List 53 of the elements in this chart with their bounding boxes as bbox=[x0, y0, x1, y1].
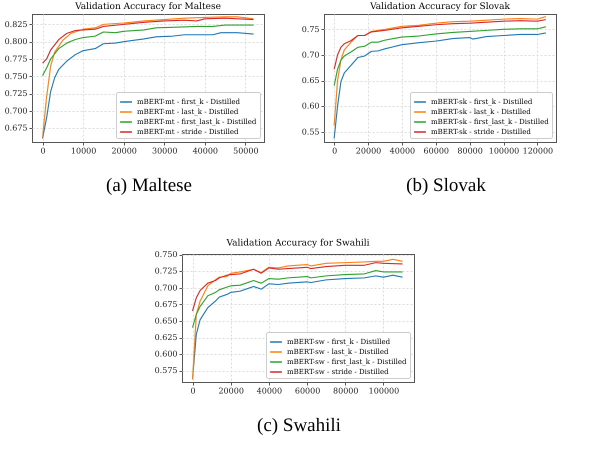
line-series bbox=[42, 24, 254, 76]
chart-title: Validation Accuracy for Maltese bbox=[74, 2, 221, 12]
x-tick-label: 100000 bbox=[488, 146, 520, 156]
x-tick-label: 10000 bbox=[70, 146, 96, 156]
y-tick-label: 0.600 bbox=[154, 350, 178, 359]
y-tick-label: 0.700 bbox=[154, 283, 178, 292]
x-tick-label: 40000 bbox=[192, 146, 218, 156]
y-tick-label: 0.70 bbox=[302, 50, 320, 60]
x-tick-label: 20000 bbox=[356, 146, 382, 156]
text: (b) Slovak bbox=[405, 175, 487, 197]
x-tick-label: 40000 bbox=[390, 146, 416, 156]
x-tick-label: 120000 bbox=[522, 146, 554, 156]
y-tick-label: 0.725 bbox=[4, 89, 28, 98]
y-tick-label: 0.750 bbox=[154, 250, 178, 260]
chart-title: Validation Accuracy for Slovak bbox=[369, 2, 510, 12]
y-tick-label: 0.725 bbox=[154, 266, 178, 276]
y-tick-label: 0.65 bbox=[302, 76, 320, 86]
y-tick-label: 0.700 bbox=[4, 106, 28, 116]
line-series bbox=[334, 32, 546, 139]
y-tick-label: 0.800 bbox=[4, 37, 28, 46]
x-tick-label: 60000 bbox=[424, 146, 449, 156]
x-tick-label: 20000 bbox=[111, 146, 137, 156]
line-series bbox=[334, 19, 546, 70]
y-tick-label: 0.825 bbox=[4, 20, 28, 29]
y-tick-label: 0.750 bbox=[4, 72, 28, 81]
x-tick-label: 80000 bbox=[333, 386, 358, 396]
text: (a) Maltese bbox=[105, 175, 193, 197]
x-tick-label: 0 bbox=[190, 386, 196, 396]
x-tick-label: 30000 bbox=[152, 146, 178, 156]
y-tick-label: 0.55 bbox=[302, 127, 320, 136]
x-tick-label: 0 bbox=[332, 146, 338, 156]
x-tick-label: 60000 bbox=[294, 386, 320, 396]
y-tick-label: 0.675 bbox=[4, 124, 28, 133]
y-tick-label: 0.675 bbox=[154, 300, 178, 309]
x-tick-label: 40000 bbox=[256, 386, 282, 396]
line-series bbox=[334, 16, 546, 126]
y-tick-label: 0.60 bbox=[302, 102, 320, 111]
x-tick-label: 80000 bbox=[457, 146, 483, 156]
x-tick-label: 20000 bbox=[218, 386, 244, 396]
y-tick-label: 0.575 bbox=[154, 366, 178, 376]
y-tick-label: 0.625 bbox=[154, 333, 178, 342]
chart-title: Validation Accuracy for Swahili bbox=[225, 238, 370, 249]
y-tick-label: 0.75 bbox=[302, 24, 320, 34]
x-tick-label: 50000 bbox=[233, 146, 259, 156]
y-tick-label: 0.775 bbox=[4, 54, 28, 64]
x-tick-label: 100000 bbox=[368, 386, 400, 396]
text: (c) Swahili bbox=[256, 415, 342, 437]
line-series bbox=[42, 18, 254, 64]
line-series bbox=[334, 26, 546, 86]
y-tick-label: 0.650 bbox=[154, 316, 178, 326]
x-tick-label: 0 bbox=[40, 146, 46, 156]
line-series bbox=[192, 262, 404, 312]
line-series bbox=[192, 270, 404, 328]
